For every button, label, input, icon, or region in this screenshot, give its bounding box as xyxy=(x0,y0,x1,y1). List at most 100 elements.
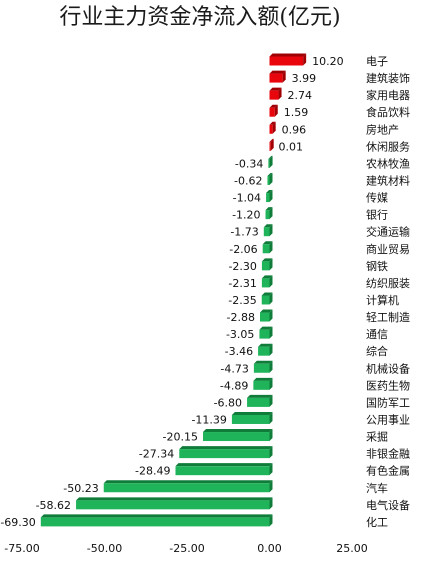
x-tick-label: 25.00 xyxy=(336,542,368,555)
bar-face xyxy=(247,397,270,407)
bar-top xyxy=(263,224,273,228)
bar-电子 xyxy=(269,53,307,66)
bar-top xyxy=(103,480,273,484)
bar-side xyxy=(269,411,273,424)
bar-side xyxy=(272,121,276,134)
category-label: 房地产 xyxy=(366,122,399,136)
category-label: 通信 xyxy=(366,328,388,341)
bar-建筑材料 xyxy=(267,172,273,185)
bar-交通运输 xyxy=(263,224,273,237)
value-label: 10.20 xyxy=(312,55,344,68)
bar-建筑装饰 xyxy=(269,70,286,83)
category-labels-group: 电子建筑装饰家用电器食品饮料房地产休闲服务农林牧渔建筑材料传媒银行交通运输商业贸… xyxy=(366,55,410,529)
bar-side xyxy=(269,258,273,271)
bar-face xyxy=(231,414,270,424)
bar-top xyxy=(261,292,273,296)
bar-side xyxy=(269,343,273,356)
bar-top xyxy=(261,258,273,262)
value-label: -2.88 xyxy=(227,311,255,324)
bar-top xyxy=(269,138,274,142)
bar-top xyxy=(268,155,273,159)
bar-side xyxy=(269,377,273,390)
value-label: -58.62 xyxy=(36,499,71,512)
value-label: -2.06 xyxy=(229,243,257,256)
bar-side xyxy=(269,446,273,459)
bar-side xyxy=(303,53,307,66)
bar-top xyxy=(253,360,273,364)
category-label: 汽车 xyxy=(366,481,388,495)
value-label: -0.34 xyxy=(235,157,263,170)
category-label: 纺织服装 xyxy=(366,276,410,290)
bar-side xyxy=(269,360,273,373)
value-label: -1.04 xyxy=(233,192,261,205)
bar-face xyxy=(259,329,270,339)
x-tick-label: -25.00 xyxy=(169,542,204,555)
bar-face xyxy=(253,363,270,373)
bar-银行 xyxy=(265,207,273,220)
bar-国防军工 xyxy=(247,394,273,407)
category-label: 电子 xyxy=(366,55,388,68)
category-label: 商业贸易 xyxy=(366,242,410,256)
bar-计算机 xyxy=(261,292,273,305)
bar-汽车 xyxy=(103,480,273,493)
bar-综合 xyxy=(258,343,273,356)
bar-top xyxy=(231,411,273,415)
x-axis: -75.00 -50.00 -25.00 0.00 25.00 xyxy=(4,542,367,555)
bar-face xyxy=(266,193,270,203)
bar-top xyxy=(203,429,273,433)
category-label: 机械设备 xyxy=(366,361,410,375)
value-label: 0.96 xyxy=(282,123,307,136)
bar-家用电器 xyxy=(269,87,282,100)
bar-top xyxy=(40,514,273,518)
value-label: -20.15 xyxy=(163,431,198,444)
bar-face xyxy=(179,449,270,459)
bar-side xyxy=(269,190,273,203)
bar-side xyxy=(282,70,286,83)
bar-top xyxy=(175,463,273,467)
x-tick-label: -50.00 xyxy=(87,542,122,555)
value-label: -1.73 xyxy=(230,226,258,239)
bar-休闲服务 xyxy=(269,138,274,151)
value-label: 0.01 xyxy=(279,140,304,153)
bar-top xyxy=(269,121,276,125)
bar-face xyxy=(269,141,271,151)
bar-轻工制造 xyxy=(259,309,273,322)
category-label: 建筑材料 xyxy=(366,173,410,187)
value-label: -69.30 xyxy=(0,516,35,529)
bar-top xyxy=(267,172,273,176)
bar-有色金属 xyxy=(175,463,273,476)
bar-top xyxy=(262,241,273,245)
bar-side xyxy=(269,224,273,237)
bar-商业贸易 xyxy=(262,241,273,254)
bar-face xyxy=(259,312,270,322)
bars-group xyxy=(40,53,307,527)
bar-face xyxy=(269,124,273,134)
value-label: 1.59 xyxy=(284,106,309,119)
value-label: -28.49 xyxy=(135,465,170,478)
bar-face xyxy=(76,500,270,510)
category-label: 计算机 xyxy=(366,293,399,307)
category-label: 食品饮料 xyxy=(366,105,410,119)
category-label: 轻工制造 xyxy=(366,310,410,324)
bar-side xyxy=(269,275,273,288)
bar-top xyxy=(269,70,286,74)
category-label: 非银金融 xyxy=(366,447,410,461)
bar-top xyxy=(261,275,273,279)
bar-face xyxy=(253,380,270,390)
category-label: 钢铁 xyxy=(366,260,388,273)
value-label: -2.35 xyxy=(228,294,256,307)
category-label: 银行 xyxy=(366,208,388,222)
value-label: -1.20 xyxy=(232,209,260,222)
bar-农林牧渔 xyxy=(268,155,273,168)
bar-face xyxy=(265,210,270,220)
bar-face xyxy=(261,295,270,305)
bar-side xyxy=(278,87,282,100)
bar-top xyxy=(265,207,273,211)
bar-face xyxy=(261,278,270,288)
chart-title: 行业主力资金净流入额(亿元) xyxy=(59,5,340,30)
bar-top xyxy=(253,377,273,381)
bar-side xyxy=(269,155,273,168)
value-label: -11.39 xyxy=(191,413,226,426)
bar-side xyxy=(269,326,273,339)
